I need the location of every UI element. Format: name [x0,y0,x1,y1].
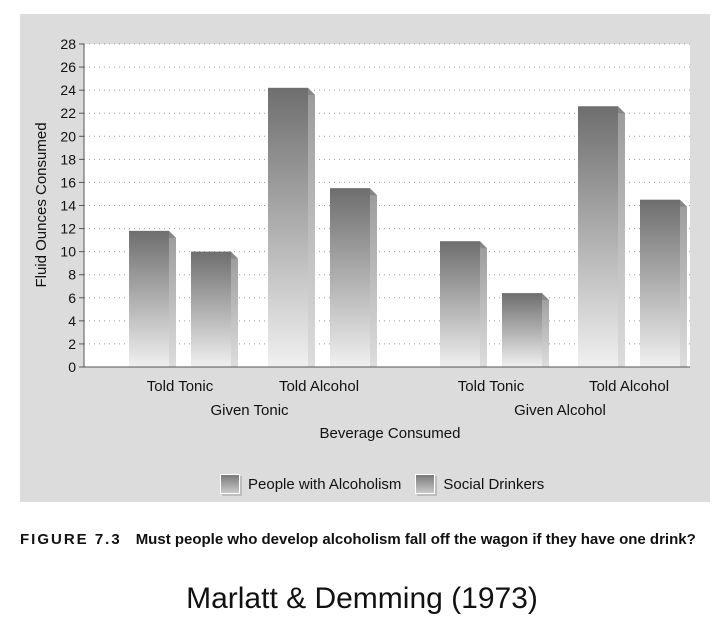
bar-alcoholism [440,241,487,367]
y-tick-label: 16 [60,174,76,190]
bar-alcoholism [129,230,176,367]
x-category-label: Told Tonic [147,378,214,395]
legend: People with Alcoholism Social Drinkers [220,469,544,499]
y-axis-title: Fluid Ounces Consumed [33,122,50,287]
legend-item-social-drinkers: Social Drinkers [415,474,544,494]
bar-front-face [330,188,370,367]
bar-alcoholism [578,106,625,368]
legend-swatch-alcoholism [220,474,240,494]
bar-front-face [191,251,231,367]
figure-caption-text: Must people who develop alcoholism fall … [135,531,696,548]
bar-social-drinkers [330,188,377,367]
y-tick-label: 12 [60,221,76,237]
bar-alcoholism [268,87,315,367]
x-group-label: Given Alcohol [514,402,606,419]
bar-front-face [640,199,680,367]
bar-front-face [440,241,480,367]
y-tick-label: 10 [60,244,76,260]
bar-front-face [502,293,542,367]
legend-label-social-drinkers: Social Drinkers [443,475,545,493]
bar-social-drinkers [191,251,238,367]
bar-side-face [618,106,625,368]
y-tick-label: 22 [60,105,76,121]
y-tick-label: 26 [60,59,76,75]
citation: Marlatt & Demming (1973) [186,582,538,615]
y-tick-label: 20 [60,128,76,144]
figure-caption: FIGURE 7.3 Must people who develop alcoho… [20,530,710,550]
x-axis-title: Beverage Consumed [320,425,461,442]
x-category-label: Told Tonic [458,378,525,395]
y-tick-label: 24 [60,82,76,98]
legend-label-alcoholism: People with Alcoholism [248,475,402,493]
y-tick-label: 0 [68,359,76,375]
bar-front-face [578,106,618,368]
x-group-label: Given Tonic [210,402,289,419]
y-tick-label: 28 [60,36,76,52]
y-tick-label: 6 [68,290,76,306]
bar-social-drinkers [640,199,687,367]
bar-side-face [680,199,687,367]
bar-side-face [308,87,315,367]
legend-swatch-social-drinkers [415,474,436,494]
y-tick-label: 4 [68,313,76,329]
bar-side-face [370,188,377,367]
y-tick-label: 2 [68,336,76,352]
y-tick-label: 18 [60,151,76,167]
bar-side-face [480,241,487,367]
x-category-label: Told Alcohol [279,378,359,395]
bar-social-drinkers [502,293,549,367]
legend-item-alcoholism: People with Alcoholism [220,474,401,494]
bar-front-face [268,87,308,367]
bar-front-face [129,230,169,367]
figure-panel: 0 2 4 6 8 10 12 14 16 18 20 22 24 26 28 Told Tonic Told… [20,14,710,502]
x-category-label: Told Alcohol [589,378,669,395]
figure-label: FIGURE 7.3 [20,531,122,548]
y-tick-label: 14 [60,198,76,214]
bar-side-face [231,251,238,367]
bar-side-face [169,230,176,367]
y-tick-label: 8 [68,267,76,283]
bar-side-face [542,293,549,367]
